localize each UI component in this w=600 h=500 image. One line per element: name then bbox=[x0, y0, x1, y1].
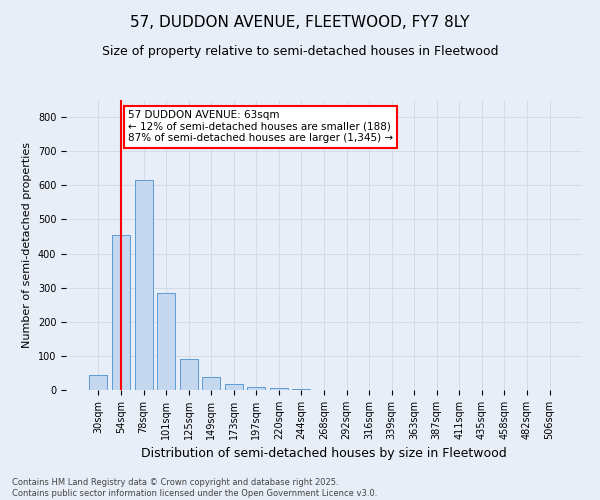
Bar bbox=[89, 374, 107, 390]
Bar bbox=[225, 384, 243, 390]
Text: Contains HM Land Registry data © Crown copyright and database right 2025.
Contai: Contains HM Land Registry data © Crown c… bbox=[12, 478, 377, 498]
X-axis label: Distribution of semi-detached houses by size in Fleetwood: Distribution of semi-detached houses by … bbox=[141, 448, 507, 460]
Y-axis label: Number of semi-detached properties: Number of semi-detached properties bbox=[22, 142, 32, 348]
Bar bbox=[179, 360, 198, 390]
Bar bbox=[134, 180, 152, 390]
Bar bbox=[202, 377, 220, 390]
Text: Size of property relative to semi-detached houses in Fleetwood: Size of property relative to semi-detach… bbox=[102, 45, 498, 58]
Bar bbox=[112, 235, 130, 390]
Bar bbox=[247, 388, 265, 390]
Bar bbox=[270, 388, 288, 390]
Bar bbox=[157, 293, 175, 390]
Text: 57 DUDDON AVENUE: 63sqm
← 12% of semi-detached houses are smaller (188)
87% of s: 57 DUDDON AVENUE: 63sqm ← 12% of semi-de… bbox=[128, 110, 393, 144]
Text: 57, DUDDON AVENUE, FLEETWOOD, FY7 8LY: 57, DUDDON AVENUE, FLEETWOOD, FY7 8LY bbox=[130, 15, 470, 30]
Bar bbox=[292, 388, 310, 390]
